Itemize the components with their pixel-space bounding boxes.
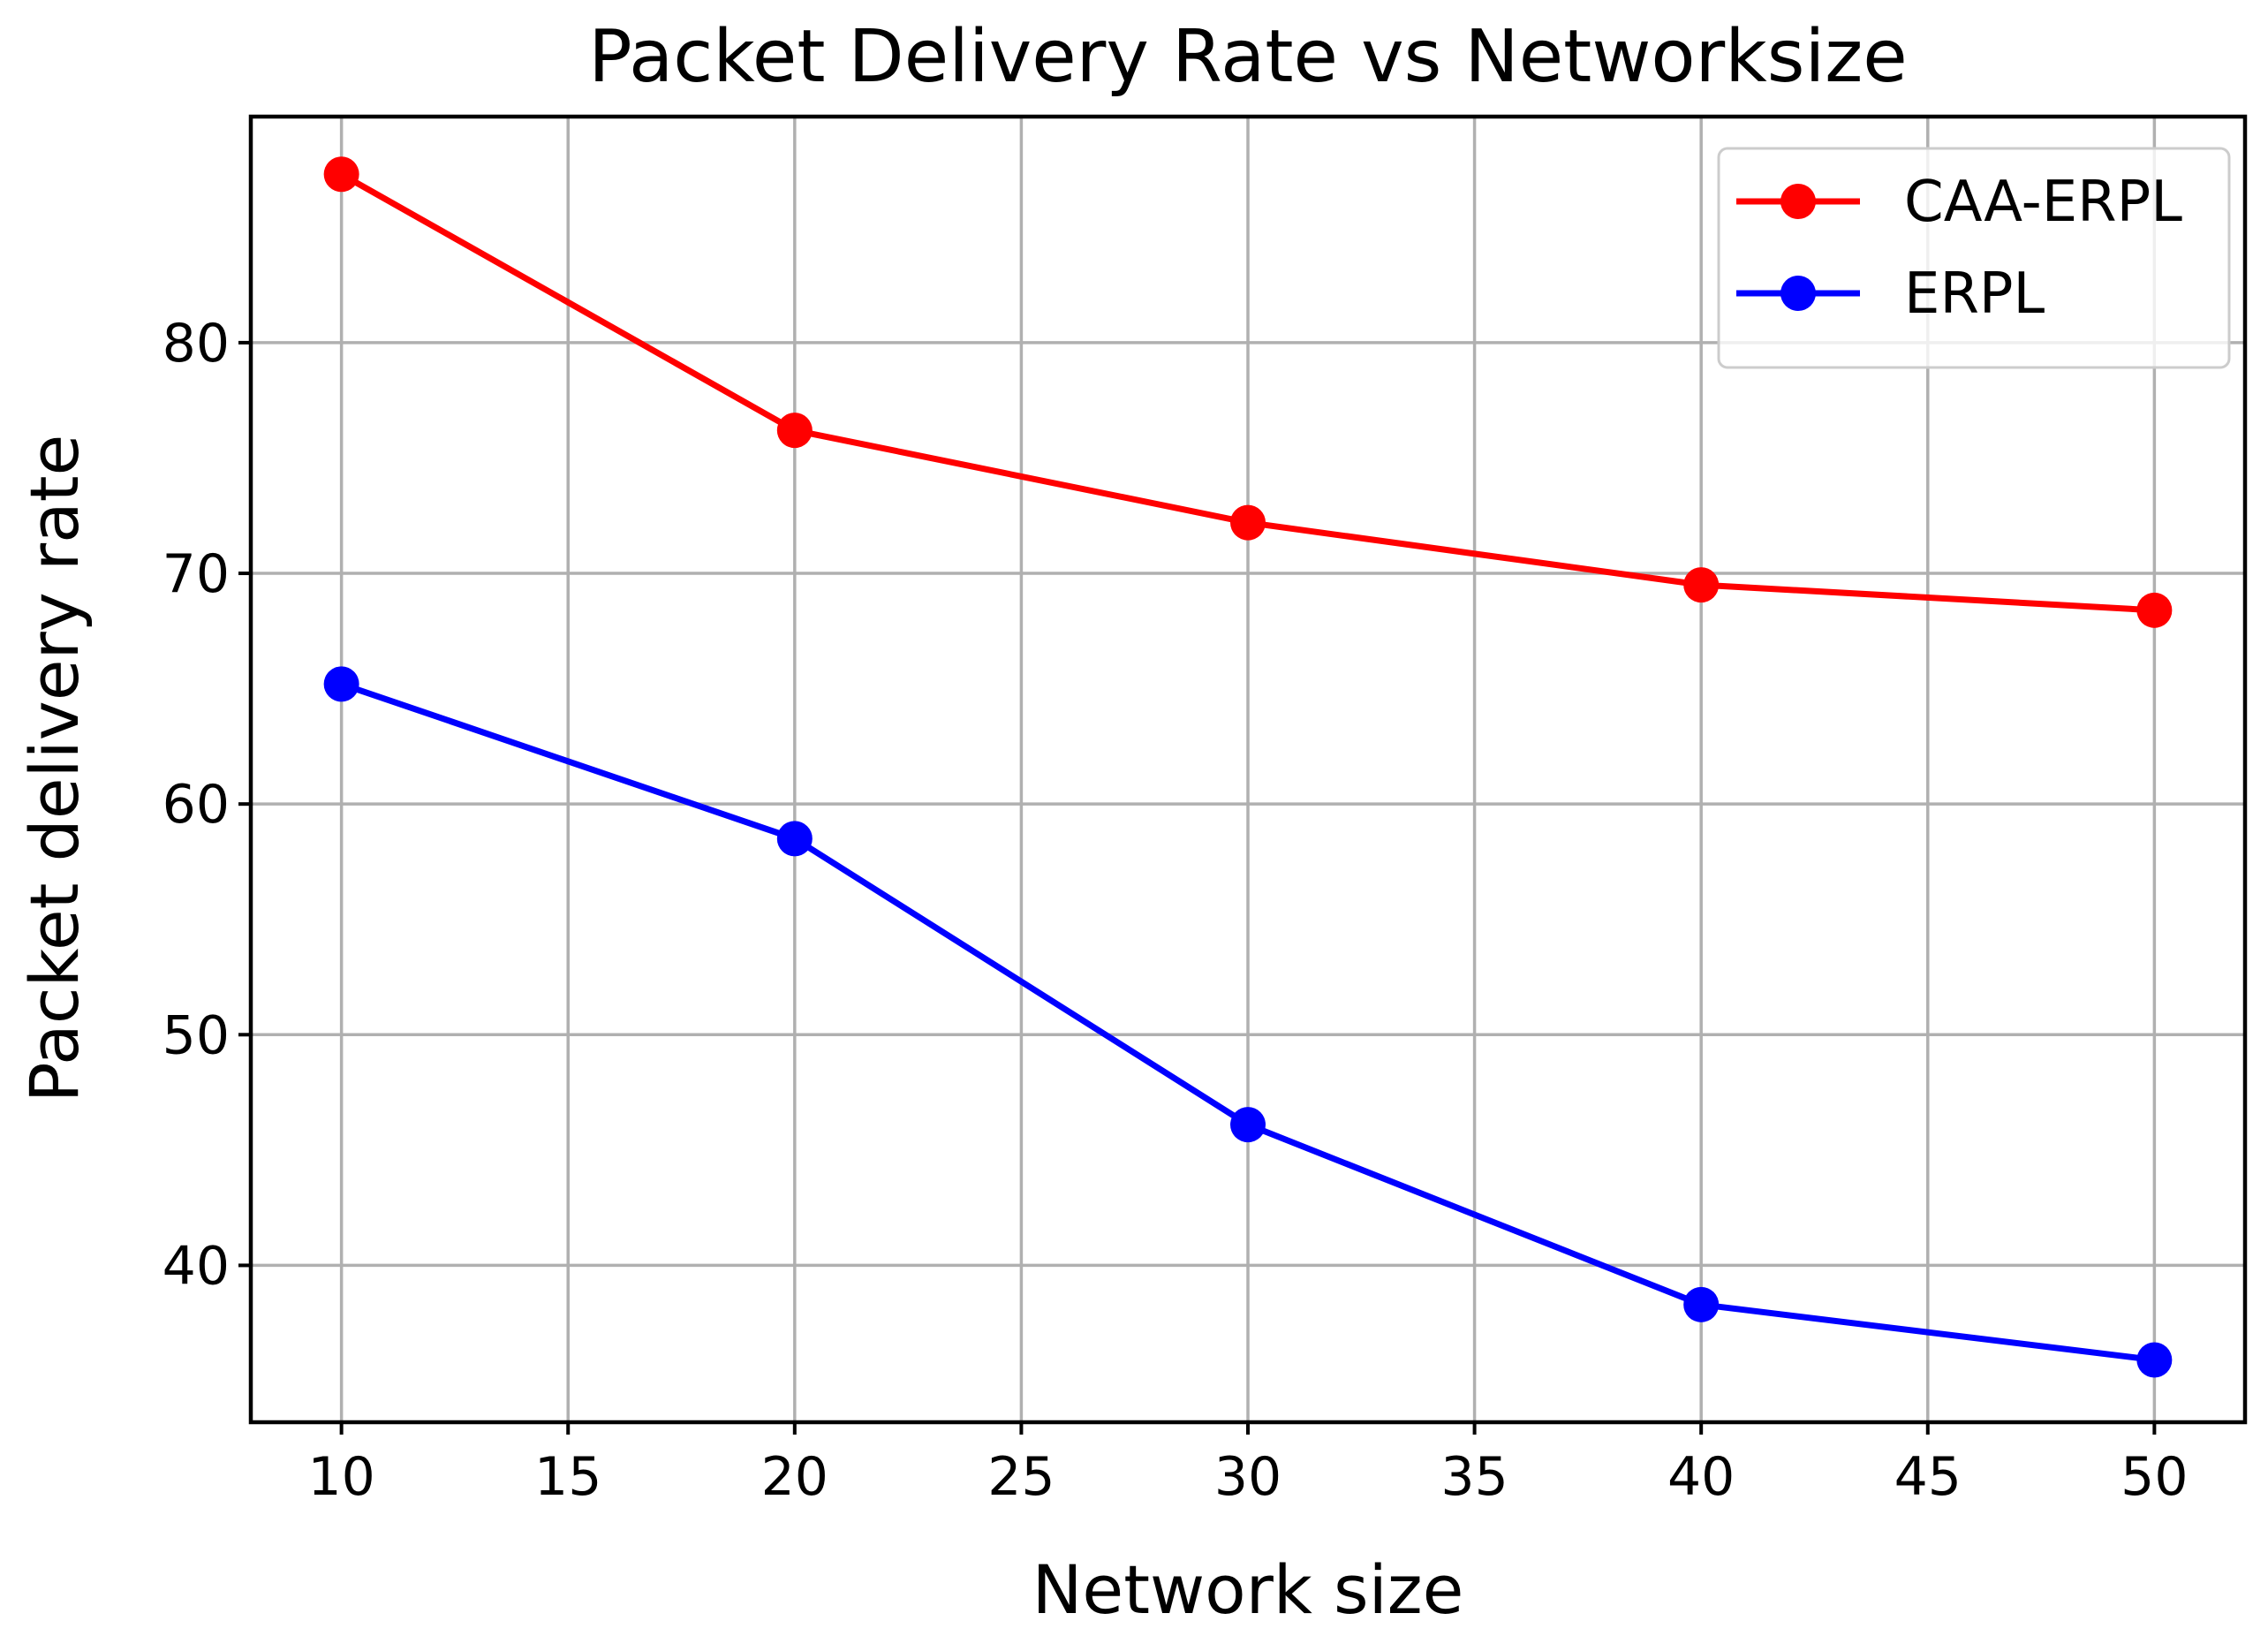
y-tick-label: 80 [163, 313, 230, 375]
series-caa-erpl [323, 156, 2173, 628]
data-point-caa-erpl [776, 413, 813, 449]
x-tick-label: 10 [307, 1446, 374, 1508]
chart-title: Packet Delivery Rate vs Networksize [588, 15, 1908, 99]
data-point-caa-erpl [1683, 567, 1720, 603]
x-tick-label: 15 [534, 1446, 601, 1508]
x-tick-label: 45 [1894, 1446, 1962, 1508]
x-tick-label: 25 [987, 1446, 1055, 1508]
y-tick-label: 50 [163, 1004, 230, 1066]
legend-label-caa-erpl: CAA-ERPL [1904, 170, 2182, 235]
x-tick-label: 20 [761, 1446, 828, 1508]
series-layer [323, 156, 2173, 1378]
data-point-caa-erpl [2136, 592, 2173, 628]
legend: CAA-ERPL ERPL [1717, 147, 2231, 369]
data-point-erpl [323, 666, 359, 702]
legend-marker-erpl [1780, 276, 1816, 311]
y-tick-label: 60 [163, 774, 230, 836]
x-tick-label: 50 [2121, 1446, 2188, 1508]
x-tick-label: 30 [1214, 1446, 1281, 1508]
series-erpl [323, 666, 2173, 1378]
data-point-erpl [1683, 1286, 1720, 1322]
data-point-erpl [1230, 1107, 1266, 1143]
x-tick-label: 40 [1667, 1446, 1735, 1508]
x-tick-label: 35 [1440, 1446, 1508, 1508]
y-axis-label: Packet delivery rate [15, 435, 94, 1103]
axis-ticks: 10 15 20 25 30 35 40 45 50 40 50 60 70 80 [163, 313, 2189, 1508]
data-point-erpl [2136, 1342, 2173, 1378]
legend-item-caa-erpl: CAA-ERPL [1736, 170, 2182, 235]
x-axis-label: Network size [1032, 1550, 1464, 1629]
y-tick-label: 40 [163, 1235, 230, 1297]
y-tick-label: 70 [163, 543, 230, 605]
legend-marker-caa-erpl [1780, 184, 1816, 219]
legend-item-erpl: ERPL [1736, 261, 2045, 327]
data-point-caa-erpl [1230, 504, 1266, 541]
legend-label-erpl: ERPL [1904, 261, 2045, 327]
data-point-caa-erpl [323, 156, 359, 193]
data-point-erpl [776, 821, 813, 857]
